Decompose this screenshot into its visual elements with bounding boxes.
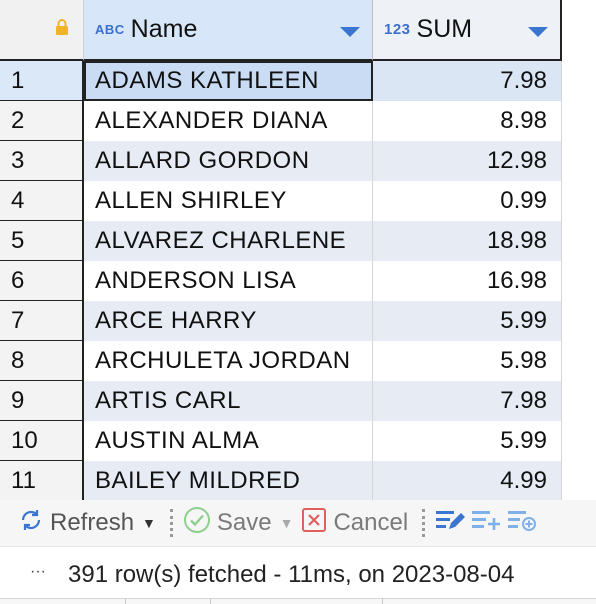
refresh-button[interactable]: Refresh ▼ (18, 507, 156, 540)
refresh-icon (18, 507, 44, 540)
edit-row-icon (435, 507, 466, 540)
row-number[interactable]: 4 (0, 181, 84, 221)
name-cell[interactable]: BAILEY MILDRED (84, 461, 373, 500)
sum-cell[interactable]: 7.98 (373, 381, 562, 421)
row-number[interactable]: 5 (0, 221, 84, 261)
save-label: Save (216, 509, 272, 536)
status-divider (0, 598, 596, 604)
divider-tick (382, 598, 383, 604)
table-row[interactable]: 1 ADAMS KATHLEEN 7.98 (0, 61, 596, 101)
sum-cell[interactable]: 5.99 (373, 421, 562, 461)
row-number[interactable]: 9 (0, 381, 84, 421)
row-number[interactable]: 11 (0, 461, 84, 500)
table-row[interactable]: 10 AUSTIN ALMA 5.99 (0, 421, 596, 461)
numeric-type-icon: 123 (384, 21, 411, 38)
row-number[interactable]: 8 (0, 341, 84, 381)
refresh-dropdown-icon[interactable]: ▼ (142, 515, 156, 531)
name-cell[interactable]: ARTIS CARL (84, 381, 373, 421)
sum-cell[interactable]: 0.99 (373, 181, 562, 221)
column-header-label: Name (130, 15, 198, 43)
row-number[interactable]: 10 (0, 421, 84, 461)
name-cell[interactable]: ALEXANDER DIANA (84, 101, 373, 141)
save-check-icon (183, 506, 211, 541)
table-row[interactable]: 8 ARCHULETA JORDAN 5.98 (0, 341, 596, 381)
sum-cell[interactable]: 8.98 (373, 101, 562, 141)
toolbar-separator (169, 509, 173, 537)
sum-cell[interactable]: 5.98 (373, 341, 562, 381)
row-number-header[interactable] (0, 0, 84, 61)
table-row[interactable]: 4 ALLEN SHIRLEY 0.99 (0, 181, 596, 221)
row-number[interactable]: 2 (0, 101, 84, 141)
sort-dropdown-icon[interactable] (528, 27, 548, 37)
row-number[interactable]: 6 (0, 261, 84, 301)
results-grid: ABC Name 123 SUM 1 ADAMS KATHLEEN 7.98 2… (0, 0, 596, 500)
name-cell[interactable]: AUSTIN ALMA (84, 421, 373, 461)
row-number[interactable]: 7 (0, 301, 84, 341)
sort-dropdown-icon[interactable] (340, 27, 360, 37)
name-cell[interactable]: ARCE HARRY (84, 301, 373, 341)
sum-cell[interactable]: 4.99 (373, 461, 562, 500)
column-header-sum[interactable]: 123 SUM (373, 0, 562, 61)
column-header-label: SUM (416, 15, 473, 43)
table-row[interactable]: 5 ALVAREZ CHARLENE 18.98 (0, 221, 596, 261)
name-cell[interactable]: ARCHULETA JORDAN (84, 341, 373, 381)
divider-tick (125, 598, 126, 604)
table-row[interactable]: 9 ARTIS CARL 7.98 (0, 381, 596, 421)
sum-cell[interactable]: 16.98 (373, 261, 562, 301)
sum-cell[interactable]: 12.98 (373, 141, 562, 181)
refresh-label: Refresh (50, 509, 135, 536)
add-row-icon (471, 507, 501, 540)
text-type-icon: ABC (95, 22, 125, 37)
status-bar: ··· 391 row(s) fetched - 11ms, on 2023-0… (0, 546, 596, 604)
save-button[interactable]: Save ▼ (183, 506, 294, 541)
row-number[interactable]: 1 (0, 61, 84, 101)
row-number[interactable]: 3 (0, 141, 84, 181)
cancel-button[interactable]: Cancel (301, 507, 408, 540)
name-cell[interactable]: ALVAREZ CHARLENE (84, 221, 373, 261)
sum-cell[interactable]: 5.99 (373, 301, 562, 341)
column-header-name[interactable]: ABC Name (84, 0, 373, 61)
table-row[interactable]: 3 ALLARD GORDON 12.98 (0, 141, 596, 181)
more-options-icon[interactable]: ··· (30, 563, 46, 580)
results-toolbar: Refresh ▼ Save ▼ Cancel (0, 500, 596, 546)
table-row[interactable]: 7 ARCE HARRY 5.99 (0, 301, 596, 341)
sum-cell[interactable]: 18.98 (373, 221, 562, 261)
header-filler (562, 0, 596, 61)
copy-row-button[interactable] (507, 507, 537, 540)
lock-icon (55, 19, 69, 40)
name-cell[interactable]: ALLARD GORDON (84, 141, 373, 181)
cancel-label: Cancel (333, 509, 409, 536)
add-row-button[interactable] (471, 507, 501, 540)
save-dropdown-icon[interactable]: ▼ (279, 515, 294, 531)
table-row[interactable]: 2 ALEXANDER DIANA 8.98 (0, 101, 596, 141)
copy-row-icon (507, 507, 537, 540)
toolbar-separator (422, 509, 426, 537)
sum-cell[interactable]: 7.98 (373, 61, 562, 101)
name-cell[interactable]: ALLEN SHIRLEY (84, 181, 373, 221)
table-row[interactable]: 6 ANDERSON LISA 16.98 (0, 261, 596, 301)
edit-row-button[interactable] (435, 507, 466, 540)
name-cell[interactable]: ANDERSON LISA (84, 261, 373, 301)
table-row[interactable]: 11 BAILEY MILDRED 4.99 (0, 461, 596, 500)
fetch-status-text: 391 row(s) fetched - 11ms, on 2023-08-04 (68, 561, 515, 588)
divider-tick (210, 598, 211, 604)
name-cell[interactable]: ADAMS KATHLEEN (84, 61, 373, 101)
cancel-x-icon (301, 507, 327, 540)
